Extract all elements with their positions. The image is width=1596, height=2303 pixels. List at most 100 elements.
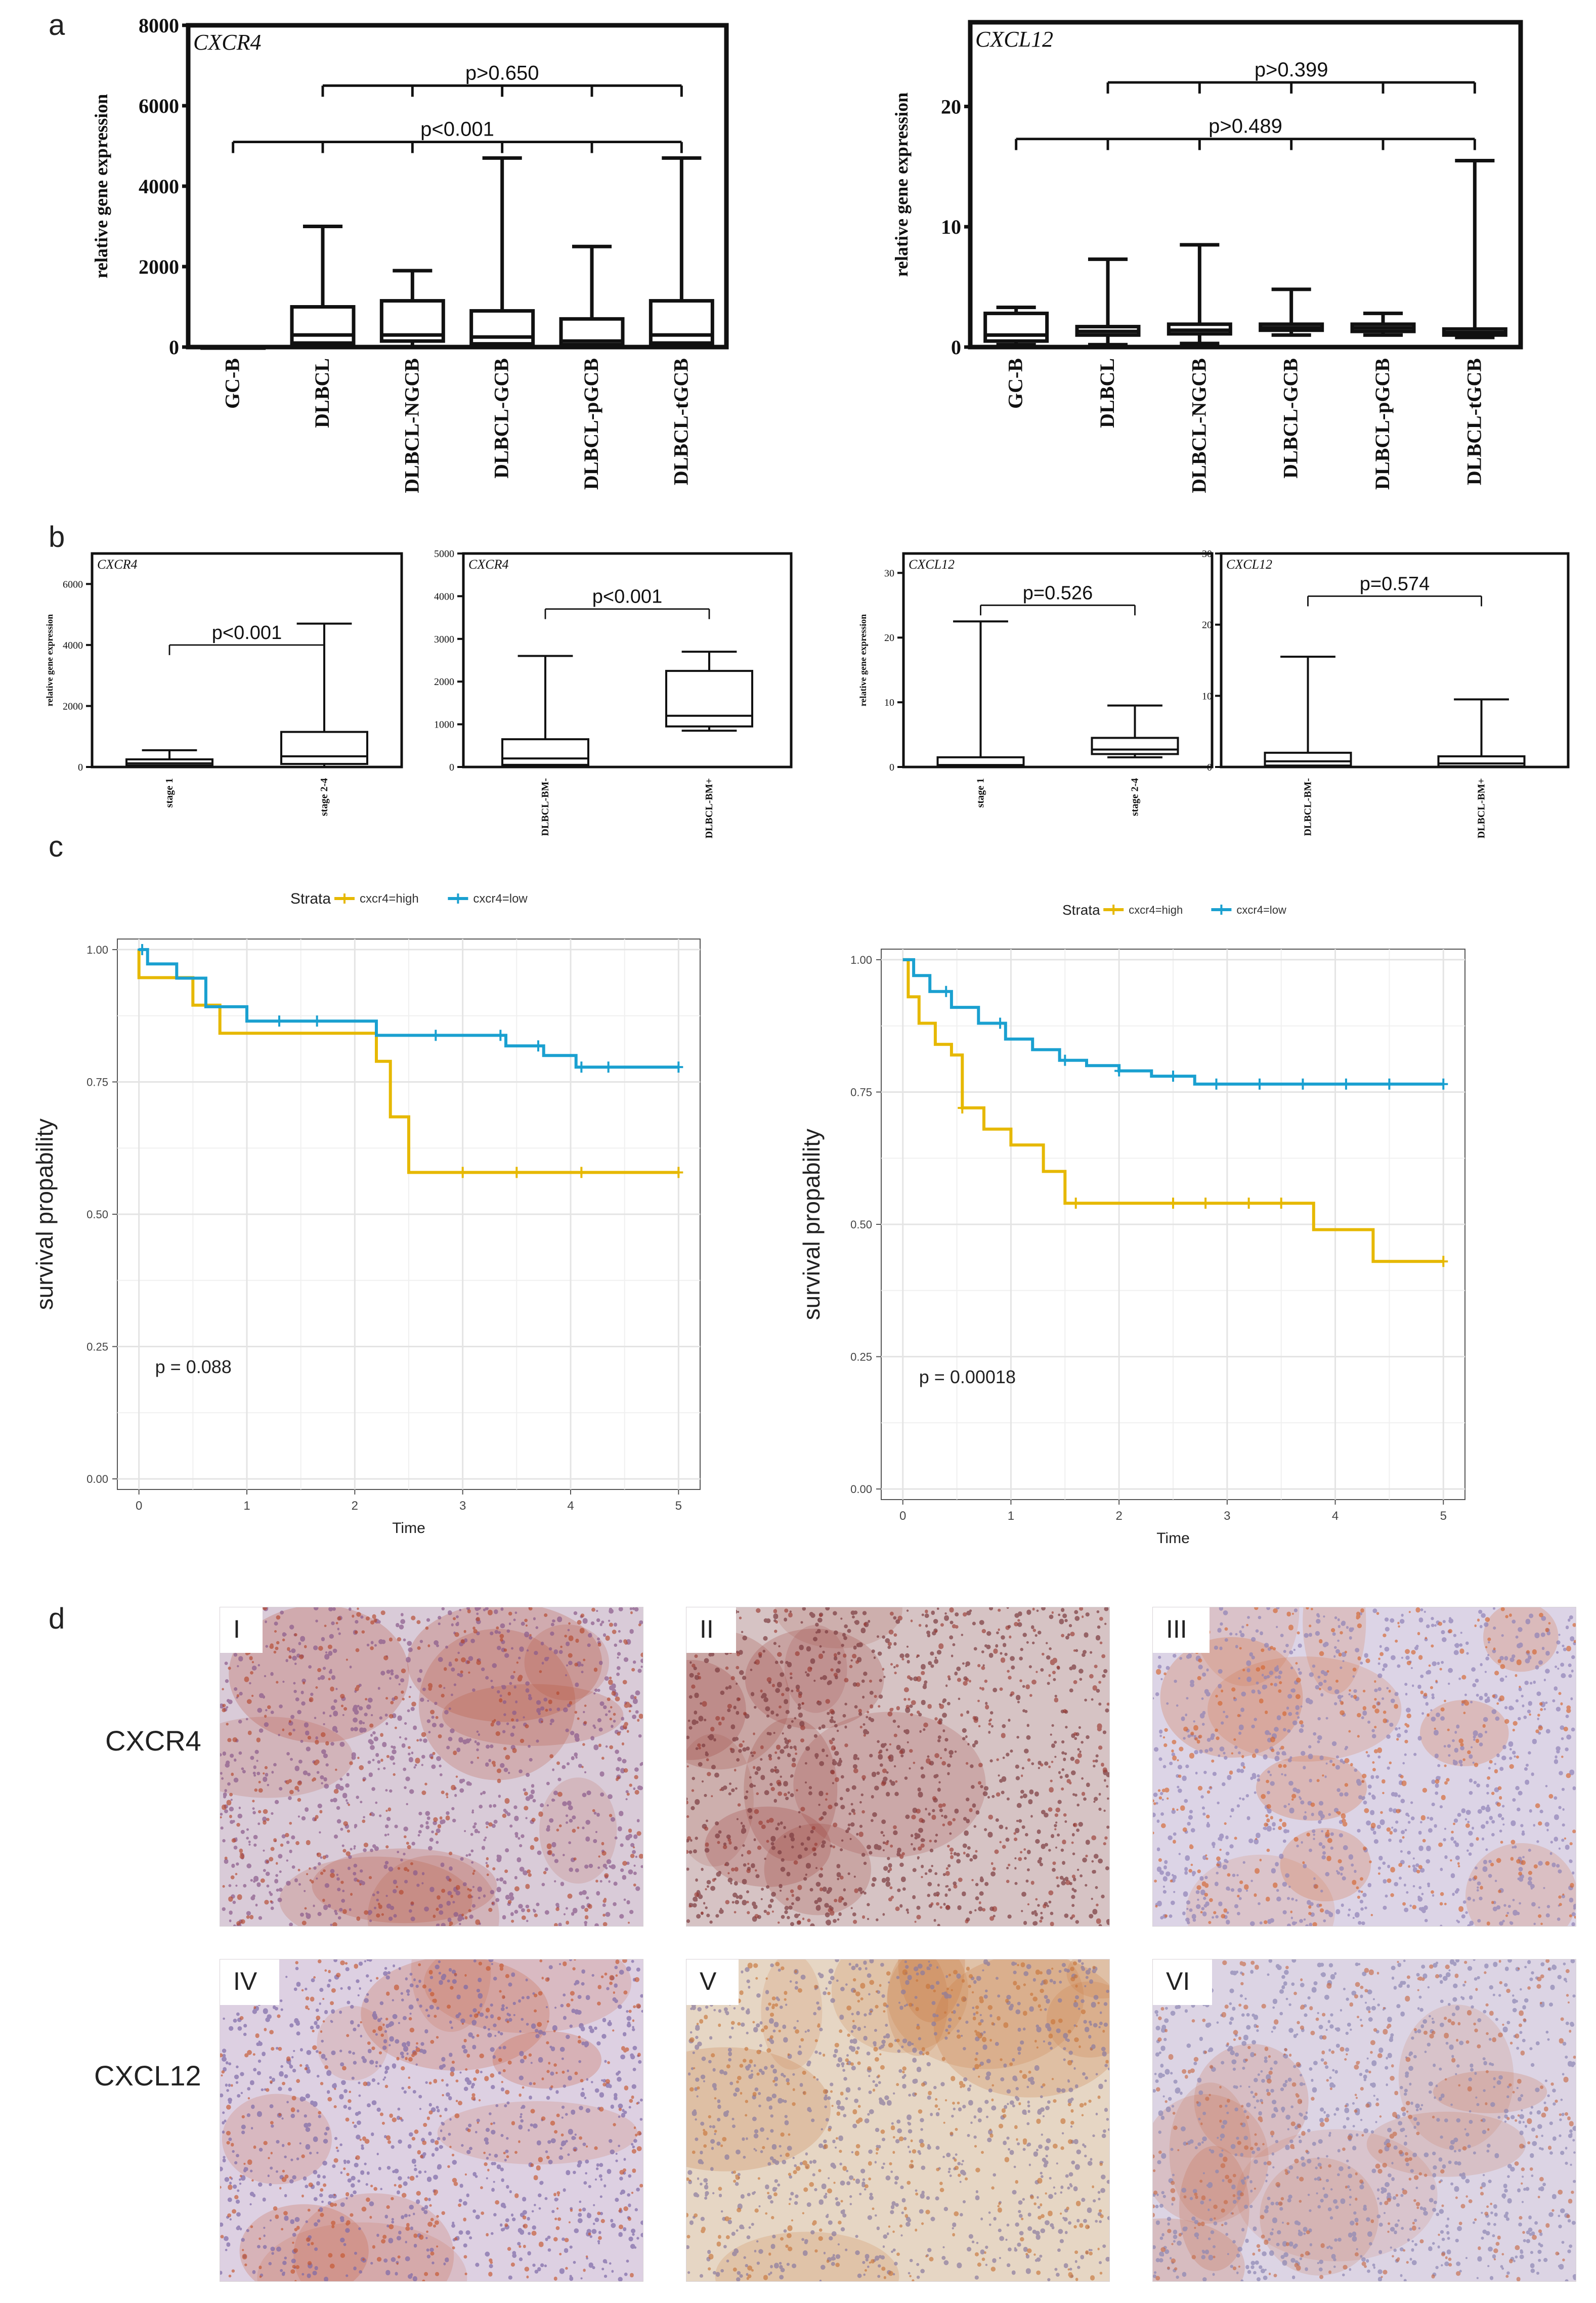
micrograph-texture bbox=[1153, 1959, 1576, 2281]
stain-region bbox=[1483, 1607, 1559, 1672]
y-tick-label: 4000 bbox=[139, 175, 179, 198]
x-category-label: DLBCL-BM+ bbox=[1476, 778, 1487, 838]
y-tick-label: 0.25 bbox=[87, 1341, 108, 1353]
stain-region bbox=[293, 2193, 454, 2281]
legend-entry: cxcr4=high bbox=[1129, 904, 1183, 916]
chart-b-cxcl12-bm: CXCL12 0 10 20 30 DLBCL-BM- DLBCL-BM+ p=0.574 bbox=[1202, 548, 1570, 838]
row-label-cxcl12: CXCL12 bbox=[94, 2060, 201, 2092]
x-category-label: stage 1 bbox=[975, 778, 986, 807]
plot-frame bbox=[186, 23, 729, 350]
box-iqr bbox=[983, 311, 1049, 343]
y-tick-label: 2000 bbox=[434, 676, 454, 688]
bracket-p-label: p=0.526 bbox=[1023, 582, 1093, 604]
bracket-p-label: p>0.489 bbox=[1209, 115, 1282, 138]
stain-region bbox=[715, 2232, 899, 2281]
x-tick-label: 5 bbox=[675, 1499, 682, 1513]
plot-frame bbox=[902, 552, 1214, 769]
y-tick-label: 1.00 bbox=[87, 944, 108, 956]
chart-a-cxcr4: CXCR4 0 2000 4000 6000 8000 relative gene expr… bbox=[91, 14, 729, 493]
stain-region bbox=[229, 1607, 409, 1743]
y-tick-label: 0.75 bbox=[850, 1086, 872, 1098]
stain-region bbox=[793, 1712, 986, 1858]
km-curve bbox=[902, 958, 1444, 1086]
plot-frame bbox=[462, 552, 793, 769]
stain-region bbox=[1280, 1828, 1371, 1902]
stained-cells bbox=[1153, 1959, 1576, 2281]
stain-region bbox=[1191, 1607, 1300, 1686]
legend-entry: cxcr4=low bbox=[473, 892, 528, 906]
legend-title: Strata bbox=[1062, 902, 1100, 918]
y-tick-label: 20 bbox=[1202, 620, 1212, 631]
y-tick-label: 0 bbox=[951, 336, 961, 359]
panel-label-c: c bbox=[49, 830, 63, 863]
y-tick-label: 0.25 bbox=[850, 1351, 872, 1363]
x-category-label: DLBCL-pGCB bbox=[1371, 358, 1394, 490]
chart-title: CXCL12 bbox=[1226, 557, 1272, 572]
panel-label-a: a bbox=[49, 9, 65, 41]
y-tick-label: 1000 bbox=[434, 719, 454, 731]
y-tick-label: 0 bbox=[169, 336, 179, 359]
chart-b-cxcr4-bm: CXCR4 0 1000 2000 3000 4000 5000 DLBCL-BM- DLBCL… bbox=[434, 548, 793, 838]
y-axis-label: survival propability bbox=[798, 1129, 825, 1320]
box-iqr bbox=[1437, 755, 1526, 767]
stain-region bbox=[1066, 1959, 1109, 1998]
stain-region bbox=[933, 1959, 1109, 2098]
plot-frame bbox=[968, 20, 1523, 350]
chart-title: CXCL12 bbox=[975, 27, 1053, 52]
stain-region bbox=[686, 1733, 754, 1867]
row-label-cxcr4: CXCR4 bbox=[105, 1725, 201, 1757]
stain-region bbox=[442, 1684, 624, 1746]
x-category-label: stage 2-4 bbox=[319, 778, 330, 816]
y-tick-label: 6000 bbox=[139, 95, 179, 117]
tissue-background bbox=[1153, 1607, 1576, 1926]
micrograph-tile: I bbox=[220, 1607, 643, 1927]
y-tick-label: 4000 bbox=[434, 591, 454, 602]
cell-nuclei bbox=[220, 1607, 643, 1926]
panel-label-b: b bbox=[49, 521, 65, 553]
micrograph-tile: IV bbox=[220, 1959, 643, 2282]
stain-region bbox=[437, 2101, 638, 2165]
box-iqr bbox=[1264, 751, 1352, 767]
y-axis-label: survival propability bbox=[31, 1119, 58, 1310]
y-tick-label: 20 bbox=[941, 95, 961, 118]
bracket-p-label: p<0.001 bbox=[592, 586, 662, 608]
p-value-label: p = 0.088 bbox=[155, 1356, 232, 1377]
x-category-label: GC-B bbox=[221, 358, 244, 409]
stain-region bbox=[761, 1959, 823, 2070]
stain-region bbox=[744, 1718, 838, 1861]
y-axis-label: relative gene expression bbox=[891, 93, 912, 277]
micrograph-label: V bbox=[686, 1959, 739, 2005]
bracket-p-label: p<0.001 bbox=[420, 118, 494, 141]
y-tick-label: 30 bbox=[1202, 548, 1212, 560]
x-tick-label: 5 bbox=[1440, 1509, 1447, 1523]
p-value-label: p = 0.00018 bbox=[919, 1367, 1016, 1387]
x-tick-label: 2 bbox=[1115, 1509, 1122, 1523]
stain-region bbox=[492, 2031, 602, 2089]
x-category-label: DLBCL-GCB bbox=[490, 358, 513, 479]
micrograph-texture bbox=[1153, 1607, 1576, 1926]
x-category-label: DLBCL-tGCB bbox=[1462, 358, 1485, 485]
y-tick-label: 20 bbox=[884, 632, 894, 644]
x-category-label: stage 2-4 bbox=[1130, 778, 1141, 816]
stain-region bbox=[239, 2204, 369, 2281]
plot-frame bbox=[1220, 552, 1570, 769]
y-tick-label: 10 bbox=[941, 216, 961, 238]
km-curve bbox=[139, 948, 679, 1069]
stain-region bbox=[1186, 1854, 1335, 1926]
y-tick-label: 0.75 bbox=[87, 1076, 108, 1088]
y-tick-label: 10 bbox=[1202, 691, 1212, 702]
legend-title: Strata bbox=[290, 890, 331, 907]
micrograph-texture bbox=[220, 1959, 643, 2281]
stain-region bbox=[1194, 2043, 1309, 2158]
km-curve bbox=[902, 958, 1444, 1263]
stain-region bbox=[1260, 2157, 1379, 2276]
y-tick-label: 6000 bbox=[63, 579, 83, 590]
micrograph-tile: V bbox=[686, 1959, 1110, 2282]
y-tick-label: 0 bbox=[78, 762, 83, 773]
x-category-label: DLBCL-pGCB bbox=[580, 358, 602, 490]
box-iqr bbox=[280, 731, 368, 765]
y-tick-label: 0 bbox=[1207, 762, 1212, 773]
stained-cells bbox=[686, 1607, 1109, 1926]
stain-region bbox=[220, 1717, 353, 1798]
chart-b-cxcr4-stage: CXCR4 0 2000 4000 6000 relative gene expressi… bbox=[45, 552, 403, 816]
